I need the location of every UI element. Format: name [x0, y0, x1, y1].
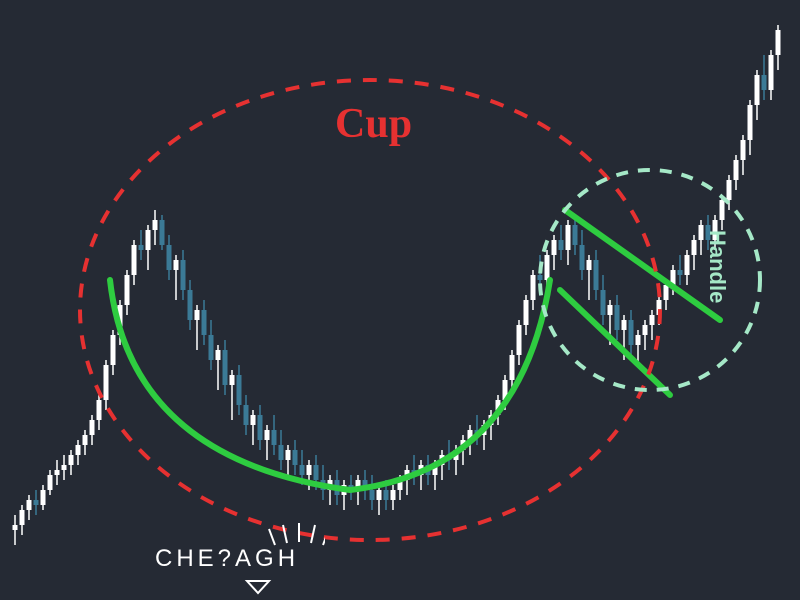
logo-text: CHE?AGH — [155, 545, 299, 573]
chart-svg — [0, 0, 800, 600]
logo-triangle-icon — [243, 577, 273, 597]
chart-container: Cup Handle CHE?AGH — [0, 0, 800, 600]
